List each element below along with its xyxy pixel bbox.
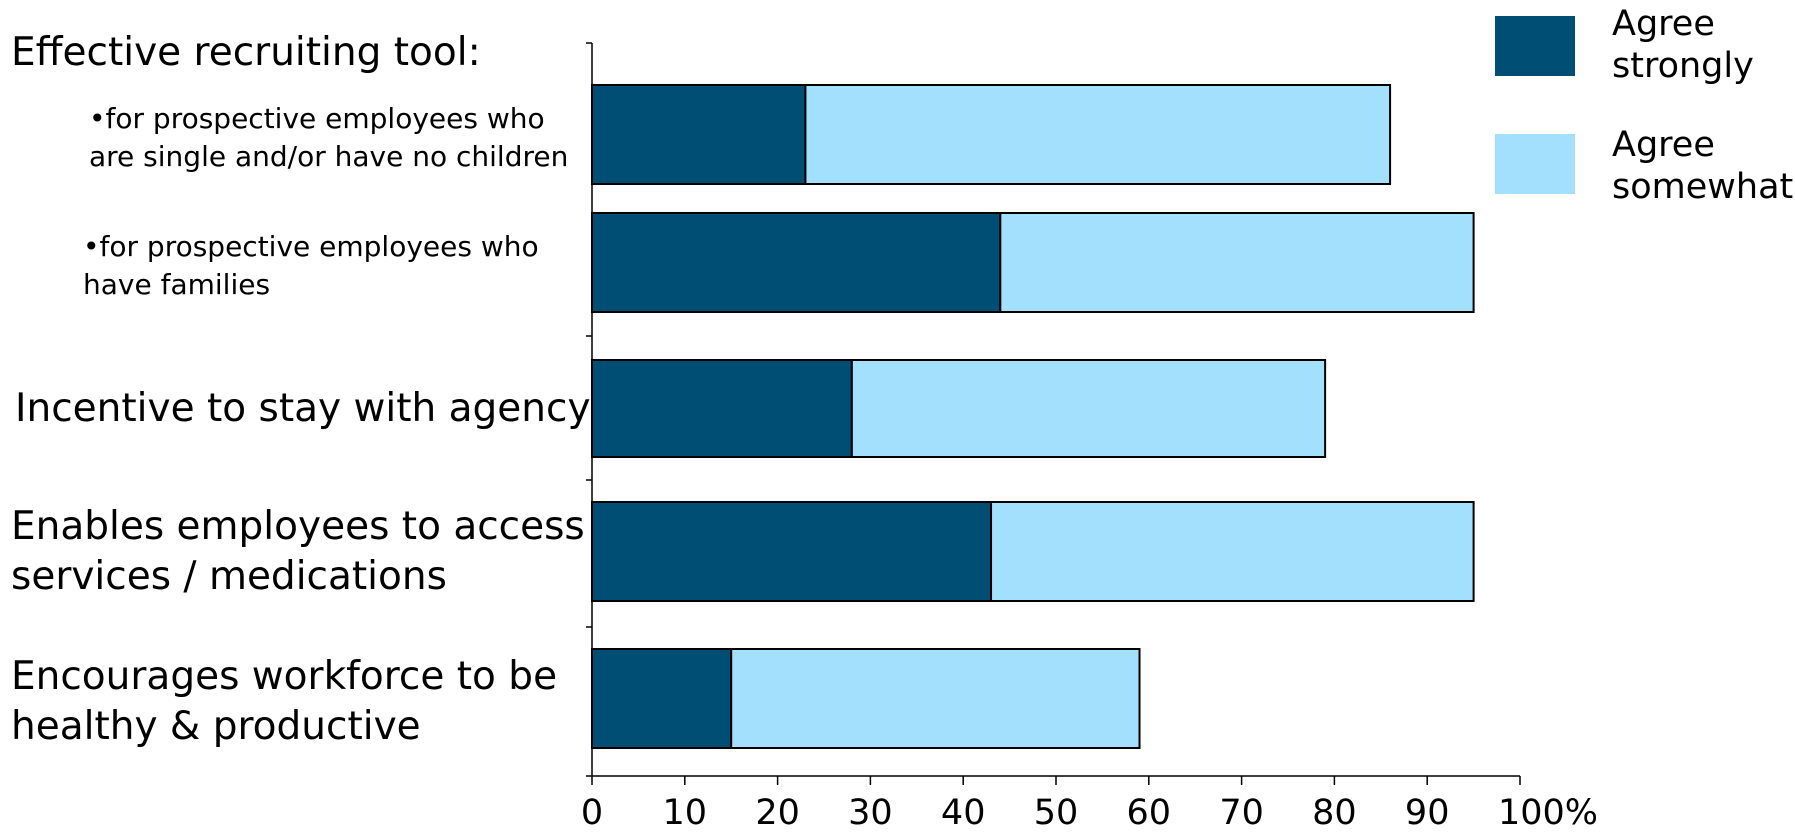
category-label-5: Encourages workforce to be healthy & pro… [11,654,558,749]
x-tick-label-8: 80 [1312,793,1357,833]
category-label-3: Incentive to stay with agency [15,386,591,431]
legend-swatch-strong [1495,16,1575,76]
category-label-4: Enables employees to access services / m… [11,504,585,599]
x-tick-label-0: 0 [581,793,603,833]
bar-agree-somewhat-5 [730,648,1141,749]
x-tick-label-10: 100% [1498,793,1598,833]
x-tick-label-3: 30 [848,793,893,833]
x-tick-label-7: 70 [1219,793,1264,833]
bar-agree-strongly-5 [591,648,733,749]
x-tick-label-4: 40 [941,793,986,833]
bar-agree-strongly-2 [591,212,1002,313]
bar-agree-somewhat-2 [999,212,1475,313]
legend-label-somewhat: Agree somewhat [1612,125,1794,207]
bar-agree-somewhat-1 [804,84,1392,185]
bar-agree-somewhat-4 [990,501,1475,602]
bar-agree-strongly-3 [591,359,853,458]
legend-swatch-somewhat [1495,134,1575,194]
x-tick-label-5: 50 [1034,793,1079,833]
x-tick-label-2: 20 [755,793,800,833]
category-label-1: •for prospective employees who are singl… [89,102,569,173]
x-tick-label-9: 90 [1405,793,1450,833]
x-tick-label-6: 60 [1127,793,1172,833]
bar-agree-somewhat-3 [850,359,1327,458]
bar-agree-strongly-4 [591,501,993,602]
group-heading: Effective recruiting tool: [11,30,481,75]
legend-label-strong: Agree strongly [1612,4,1754,86]
x-tick-label-1: 10 [663,793,708,833]
bar-agree-strongly-1 [591,84,807,185]
category-label-2: •for prospective employees who have fami… [83,230,539,301]
